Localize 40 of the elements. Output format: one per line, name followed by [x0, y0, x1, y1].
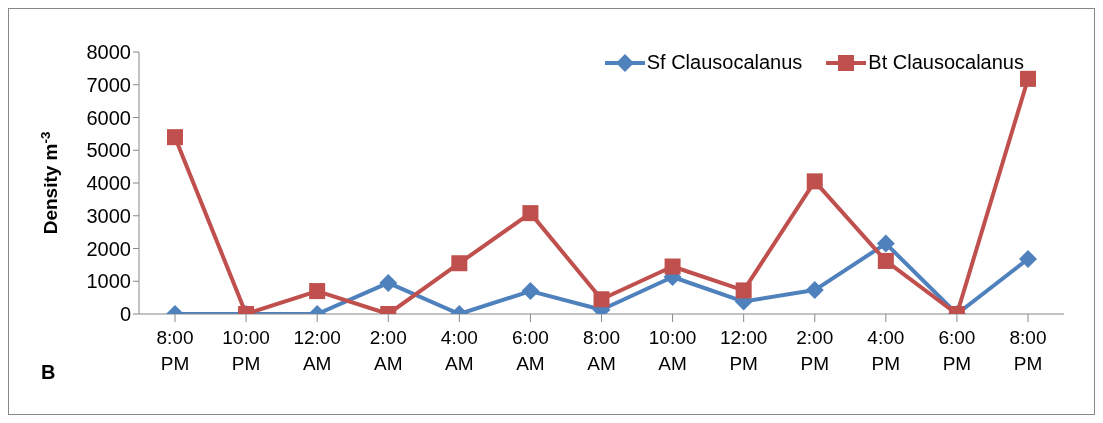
point [1019, 249, 1037, 268]
point [309, 283, 326, 300]
y-tick-label: 8000 [86, 41, 131, 64]
y-tick-label: 1000 [86, 270, 131, 293]
point [167, 129, 183, 146]
legend-label: Sf Clausocalanus [646, 51, 803, 74]
y-tick-label: 2000 [86, 237, 131, 260]
x-tick-label: 4:00 AM [440, 327, 478, 374]
point [521, 282, 540, 301]
point [877, 252, 894, 269]
y-tick-label: 6000 [86, 106, 131, 129]
y-tick-label: 4000 [86, 172, 131, 195]
point [876, 234, 895, 253]
y-tick-label: 7000 [86, 73, 131, 96]
point [806, 173, 823, 190]
x-tick-label: 12:00 AM [293, 327, 341, 374]
x-tick-label: 8:00 PM [156, 327, 194, 374]
x-tick-label: 8:00 AM [583, 327, 620, 374]
point [1020, 70, 1036, 87]
x-tick-label: 6:00 PM [938, 327, 976, 374]
y-tick-label: 3000 [86, 204, 131, 227]
point [664, 258, 681, 275]
x-tick-label: 4:00 PM [867, 327, 905, 374]
x-tick-label: 12:00 PM [719, 327, 768, 374]
point [805, 281, 824, 300]
point [735, 282, 752, 299]
x-tick-label: 10:00 PM [222, 327, 270, 374]
point [593, 291, 610, 308]
legend-label: Bt Clausocalanus [868, 51, 1024, 74]
y-tick-label: 0 [119, 303, 131, 326]
x-tick-label: 6:00 AM [511, 327, 549, 374]
point [379, 273, 398, 292]
point [522, 205, 539, 222]
x-tick-label: 2:00 PM [796, 327, 834, 374]
x-tick-label: 8:00 PM [1009, 327, 1047, 374]
x-tick-label: 10:00 AM [648, 327, 697, 374]
point [451, 255, 468, 272]
text: B [41, 361, 56, 384]
x-tick-label: 2:00 AM [369, 327, 407, 374]
y-tick-label: 5000 [86, 139, 131, 162]
